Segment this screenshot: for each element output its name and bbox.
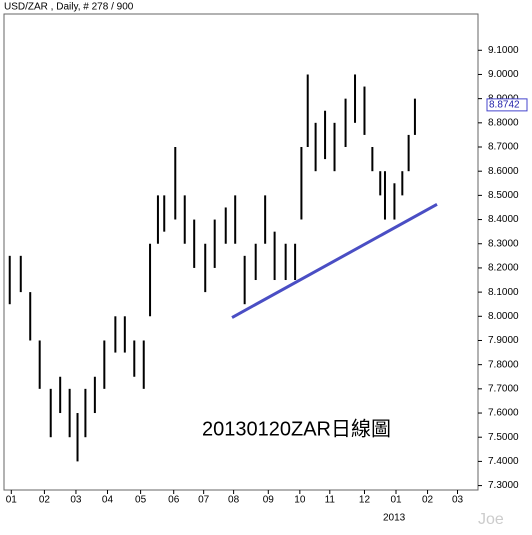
y-tick-label: 9.1000 bbox=[488, 45, 519, 56]
y-tick-label: 8.0000 bbox=[488, 311, 519, 322]
y-tick-label: 7.3000 bbox=[488, 480, 519, 491]
y-tick-label: 7.9000 bbox=[488, 335, 519, 346]
y-tick-label: 7.7000 bbox=[488, 383, 519, 394]
watermark: Joe bbox=[478, 511, 504, 528]
x-tick-label: 02 bbox=[39, 495, 51, 506]
y-tick-label: 8.4000 bbox=[488, 214, 519, 225]
y-tick-label: 8.5000 bbox=[488, 190, 519, 201]
x-tick-label: 12 bbox=[359, 495, 371, 506]
y-tick-label: 7.8000 bbox=[488, 359, 519, 370]
y-tick-label: 7.5000 bbox=[488, 432, 519, 443]
x-tick-label: 08 bbox=[228, 495, 240, 506]
x-tick-label: 06 bbox=[168, 495, 180, 506]
x-tick-label: 05 bbox=[135, 495, 147, 506]
y-tick-label: 8.2000 bbox=[488, 263, 519, 274]
last-price-label: 8.8742 bbox=[489, 100, 520, 111]
x-tick-label: 02 bbox=[422, 495, 434, 506]
last-price-box bbox=[486, 98, 528, 112]
x-tick-label: 11 bbox=[325, 495, 336, 506]
annotation: 20130120ZAR日線圖 bbox=[202, 417, 391, 440]
y-tick-label: 8.1000 bbox=[488, 287, 519, 298]
y-tick-label: 7.6000 bbox=[488, 408, 519, 419]
x-tick-label: 07 bbox=[198, 495, 210, 506]
chart-title: USD/ZAR , Daily, # 278 / 900 bbox=[4, 2, 134, 13]
y-tick-label: 8.7000 bbox=[488, 142, 519, 153]
y-tick-label: 8.6000 bbox=[488, 166, 519, 177]
x-tick-label: 01 bbox=[6, 495, 18, 506]
y-tick-label: 8.8000 bbox=[488, 117, 519, 128]
trendline bbox=[231, 203, 438, 319]
x-tick-label: 01 bbox=[390, 495, 402, 506]
x-tick-label: 09 bbox=[263, 495, 275, 506]
x-tick-label: 10 bbox=[294, 495, 306, 506]
x-tick-label: 04 bbox=[102, 495, 114, 506]
year-label: 2013 bbox=[383, 513, 406, 524]
x-tick-label: 03 bbox=[452, 495, 464, 506]
y-tick-label: 8.3000 bbox=[488, 238, 519, 249]
x-tick-label: 03 bbox=[70, 495, 82, 506]
y-tick-label: 9.0000 bbox=[488, 69, 519, 80]
plot-frame bbox=[3, 13, 479, 491]
y-tick-label: 7.4000 bbox=[488, 456, 519, 467]
